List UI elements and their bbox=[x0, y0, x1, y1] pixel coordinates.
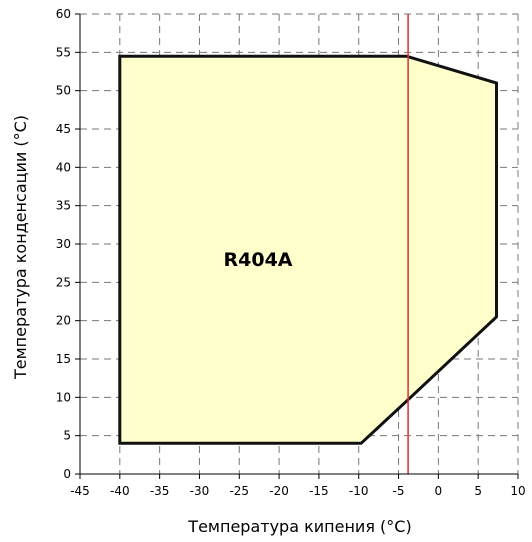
envelope-area bbox=[118, 54, 498, 445]
envelope-polygon-0 bbox=[118, 54, 498, 445]
y-tick-label: 60 bbox=[56, 7, 71, 21]
x-tick-label: -35 bbox=[150, 484, 170, 498]
x-tick-label: 5 bbox=[474, 484, 482, 498]
x-tick-label: -5 bbox=[393, 484, 405, 498]
y-tick-label: 50 bbox=[56, 84, 71, 98]
y-tick-label: 45 bbox=[56, 122, 71, 136]
y-tick-label: 0 bbox=[63, 467, 71, 481]
x-tick-label: -15 bbox=[309, 484, 329, 498]
x-axis-ticks: -45 -40 -35 -30 -25 -20 -15 -10 -5 0 5 10 bbox=[70, 474, 526, 498]
region-label: R404A bbox=[224, 249, 293, 271]
y-axis-ticks: 0 5 10 15 20 25 30 35 40 45 50 55 60 bbox=[56, 7, 80, 481]
y-tick-label: 30 bbox=[56, 237, 71, 251]
x-tick-label: -20 bbox=[269, 484, 289, 498]
y-tick-label: 35 bbox=[56, 199, 71, 213]
y-tick-label: 20 bbox=[56, 314, 71, 328]
y-tick-label: 15 bbox=[56, 352, 71, 366]
y-tick-label: 55 bbox=[56, 45, 71, 59]
x-tick-label: 10 bbox=[510, 484, 525, 498]
x-tick-label: -25 bbox=[229, 484, 249, 498]
y-tick-label: 40 bbox=[56, 160, 71, 174]
x-tick-label: 0 bbox=[435, 484, 443, 498]
y-tick-label: 5 bbox=[63, 429, 71, 443]
x-tick-label: -45 bbox=[70, 484, 90, 498]
y-tick-label: 10 bbox=[56, 390, 71, 404]
x-axis-label: Температура кипения (°C) bbox=[187, 517, 411, 536]
y-tick-label: 25 bbox=[56, 275, 71, 289]
y-axis-label: Температура конденсации (°C) bbox=[11, 115, 30, 380]
x-tick-label: -40 bbox=[110, 484, 130, 498]
x-tick-label: -10 bbox=[349, 484, 369, 498]
x-tick-label: -30 bbox=[190, 484, 210, 498]
